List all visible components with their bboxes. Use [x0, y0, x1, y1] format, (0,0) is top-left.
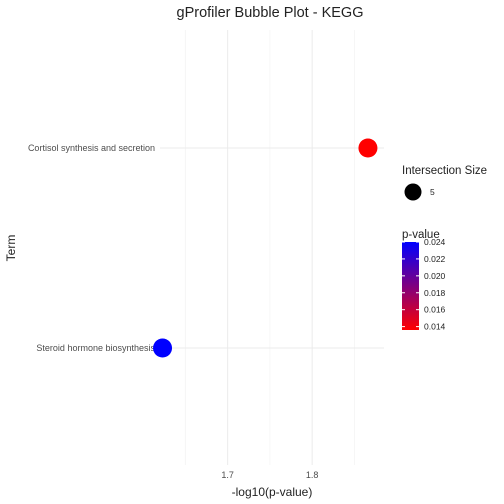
- y-axis-title: Term: [4, 235, 18, 262]
- point-1: [153, 338, 173, 358]
- y-tick-label-0: Cortisol synthesis and secretion: [28, 143, 155, 153]
- y-tick-label-1: Steroid hormone biosynthesis: [36, 343, 155, 353]
- size-legend-circle: [404, 183, 422, 201]
- data-points: [153, 138, 378, 358]
- color-tick-label-1: 0.022: [424, 254, 446, 264]
- point-0: [358, 138, 378, 158]
- color-tick-label-3: 0.018: [424, 288, 446, 298]
- color-legend-ticks: 0.024 0.022 0.020 0.018 0.016 0.014: [402, 237, 446, 332]
- color-tick-label-4: 0.016: [424, 305, 446, 315]
- plot-grid: [160, 30, 384, 465]
- color-tick-label-2: 0.020: [424, 271, 446, 281]
- size-legend: Intersection Size 5: [402, 165, 487, 201]
- color-tick-label-5: 0.014: [424, 322, 446, 332]
- x-tick-label-1: 1.8: [306, 470, 319, 480]
- color-tick-label-0: 0.024: [424, 237, 446, 247]
- x-tick-labels: 1.7 1.8: [221, 470, 318, 480]
- chart-title: gProfiler Bubble Plot - KEGG: [177, 5, 364, 21]
- color-legend-bar: [402, 242, 419, 330]
- color-legend: p-value 0.024 0.022 0.020 0.018 0.016 0.014: [402, 229, 446, 332]
- size-legend-title: Intersection Size: [402, 165, 487, 177]
- x-tick-label-0: 1.7: [221, 470, 234, 480]
- x-axis-title: -log10(p-value): [232, 485, 313, 499]
- size-legend-label: 5: [430, 187, 435, 197]
- color-legend-title: p-value: [402, 229, 440, 241]
- y-tick-labels: Cortisol synthesis and secretion Steroid …: [28, 143, 156, 353]
